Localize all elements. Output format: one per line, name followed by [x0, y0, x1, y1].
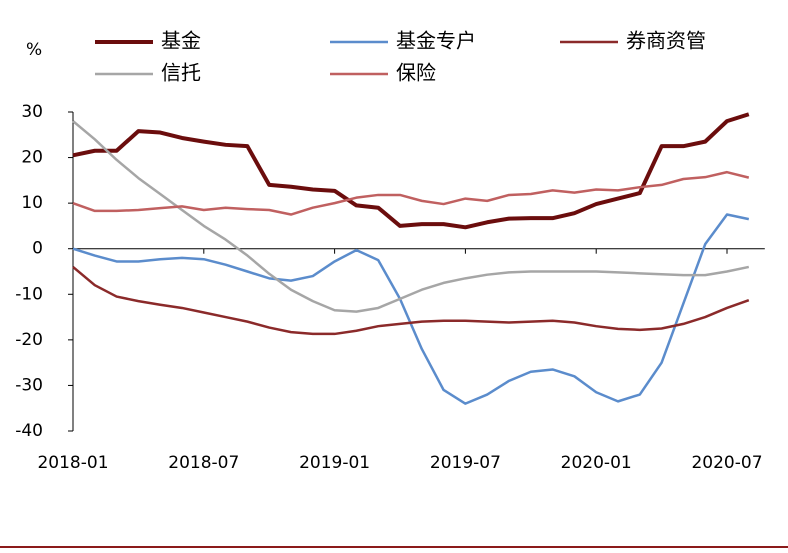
- x-tick-label: 2018-07: [168, 453, 239, 473]
- y-tick-label: 10: [21, 193, 43, 213]
- x-tick-label: 2018-01: [37, 453, 108, 473]
- y-tick-label: -10: [15, 284, 43, 304]
- series-line: [72, 265, 750, 336]
- legend-label: 基金: [161, 29, 201, 53]
- legend-label: 券商资管: [626, 29, 706, 53]
- legend-label: 基金专户: [396, 29, 476, 53]
- y-tick-label: 0: [32, 239, 43, 259]
- x-tick-label: 2020-07: [691, 453, 762, 473]
- y-tick-label: -30: [15, 375, 43, 395]
- legend-label: 信托: [161, 61, 201, 85]
- y-tick-label: -40: [15, 421, 43, 441]
- series-line: [72, 120, 750, 313]
- series-line: [72, 112, 750, 230]
- x-tick-label: 2019-01: [299, 453, 370, 473]
- series-line: [72, 170, 750, 216]
- y-axis-label: %: [26, 40, 42, 60]
- series-line: [72, 213, 750, 405]
- y-tick-label: -20: [15, 330, 43, 350]
- y-tick-label: 20: [21, 148, 43, 168]
- y-tick-label: 30: [21, 102, 43, 122]
- x-tick-label: 2019-07: [430, 453, 501, 473]
- legend-label: 保险: [396, 61, 436, 85]
- x-tick-label: 2020-01: [561, 453, 632, 473]
